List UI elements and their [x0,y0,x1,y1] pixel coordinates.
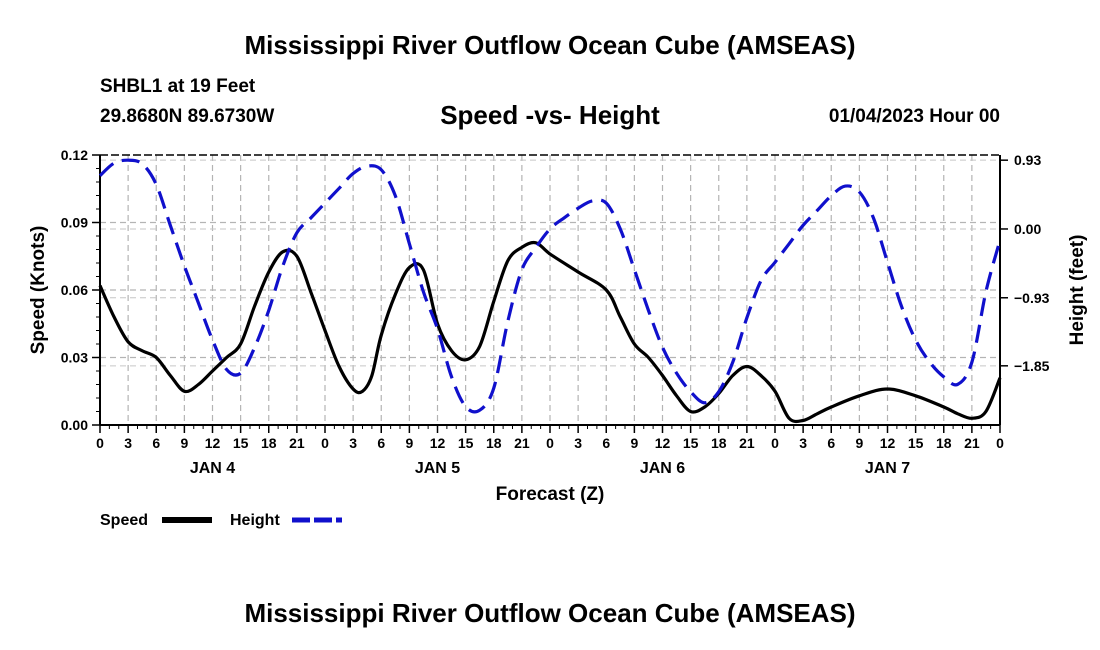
repeated-main-title: Mississippi River Outflow Ocean Cube (AM… [244,598,856,628]
x-tick-label: 12 [655,435,671,451]
station-label: SHBL1 at 19 Feet [100,76,256,97]
x-tick-label: 3 [349,435,357,451]
x-tick-label: 15 [233,435,249,451]
y2-tick-label: 0.93 [1014,152,1041,168]
y-tick-label: 0.06 [61,282,88,298]
x-tick-label: 21 [289,435,305,451]
y-axis-title: Speed (Knots) [28,226,49,355]
x-tick-label: 3 [799,435,807,451]
x-tick-label: 18 [936,435,952,451]
y2-axis-title: Height (feet) [1067,235,1088,346]
y2-tick-label: −0.93 [1014,290,1050,306]
x-tick-label: 12 [205,435,221,451]
day-label: JAN 7 [865,460,910,477]
x-tick-label: 15 [683,435,699,451]
x-axis-title: Forecast (Z) [496,484,605,505]
x-tick-label: 9 [180,435,188,451]
x-tick-label: 0 [546,435,554,451]
coordinates-label: 29.8680N 89.6730W [100,106,275,127]
x-tick-label: 15 [908,435,924,451]
x-tick-label: 6 [602,435,610,451]
x-tick-label: 0 [771,435,779,451]
x-tick-label: 6 [827,435,835,451]
x-tick-label: 9 [405,435,413,451]
y-tick-label: 0.09 [61,215,88,231]
day-label: JAN 6 [640,460,685,477]
height-series-line [98,158,1002,414]
y2-tick-label: 0.00 [1014,221,1041,237]
legend-speed-label: Speed [100,512,148,529]
x-tick-label: 12 [430,435,446,451]
x-tick-label: 18 [261,435,277,451]
x-tick-label: 6 [152,435,160,451]
y-tick-label: 0.00 [61,417,88,433]
x-tick-label: 21 [964,435,980,451]
x-tick-label: 9 [630,435,638,451]
y-tick-label: 0.12 [61,147,88,163]
x-tick-label: 3 [574,435,582,451]
x-tick-label: 18 [486,435,502,451]
x-tick-label: 3 [124,435,132,451]
y2-tick-label: −1.85 [1014,358,1050,374]
x-tick-label: 9 [855,435,863,451]
x-tick-label: 6 [377,435,385,451]
x-tick-label: 0 [996,435,1004,451]
day-label: JAN 5 [415,460,460,477]
day-label: JAN 4 [190,460,235,477]
chart-main-title: Mississippi River Outflow Ocean Cube (AM… [244,30,856,60]
chart-subtitle: Speed -vs- Height [440,100,660,130]
forecast-timestamp: 01/04/2023 Hour 00 [828,106,1000,127]
x-tick-label: 0 [321,435,329,451]
x-tick-label: 21 [739,435,755,451]
legend-height-label: Height [230,512,280,529]
x-tick-label: 15 [458,435,474,451]
x-tick-label: 12 [880,435,896,451]
x-tick-label: 21 [514,435,530,451]
speed-series-line [98,240,1002,424]
x-tick-label: 18 [711,435,727,451]
x-tick-label: 0 [96,435,104,451]
y-tick-label: 0.03 [61,350,88,366]
